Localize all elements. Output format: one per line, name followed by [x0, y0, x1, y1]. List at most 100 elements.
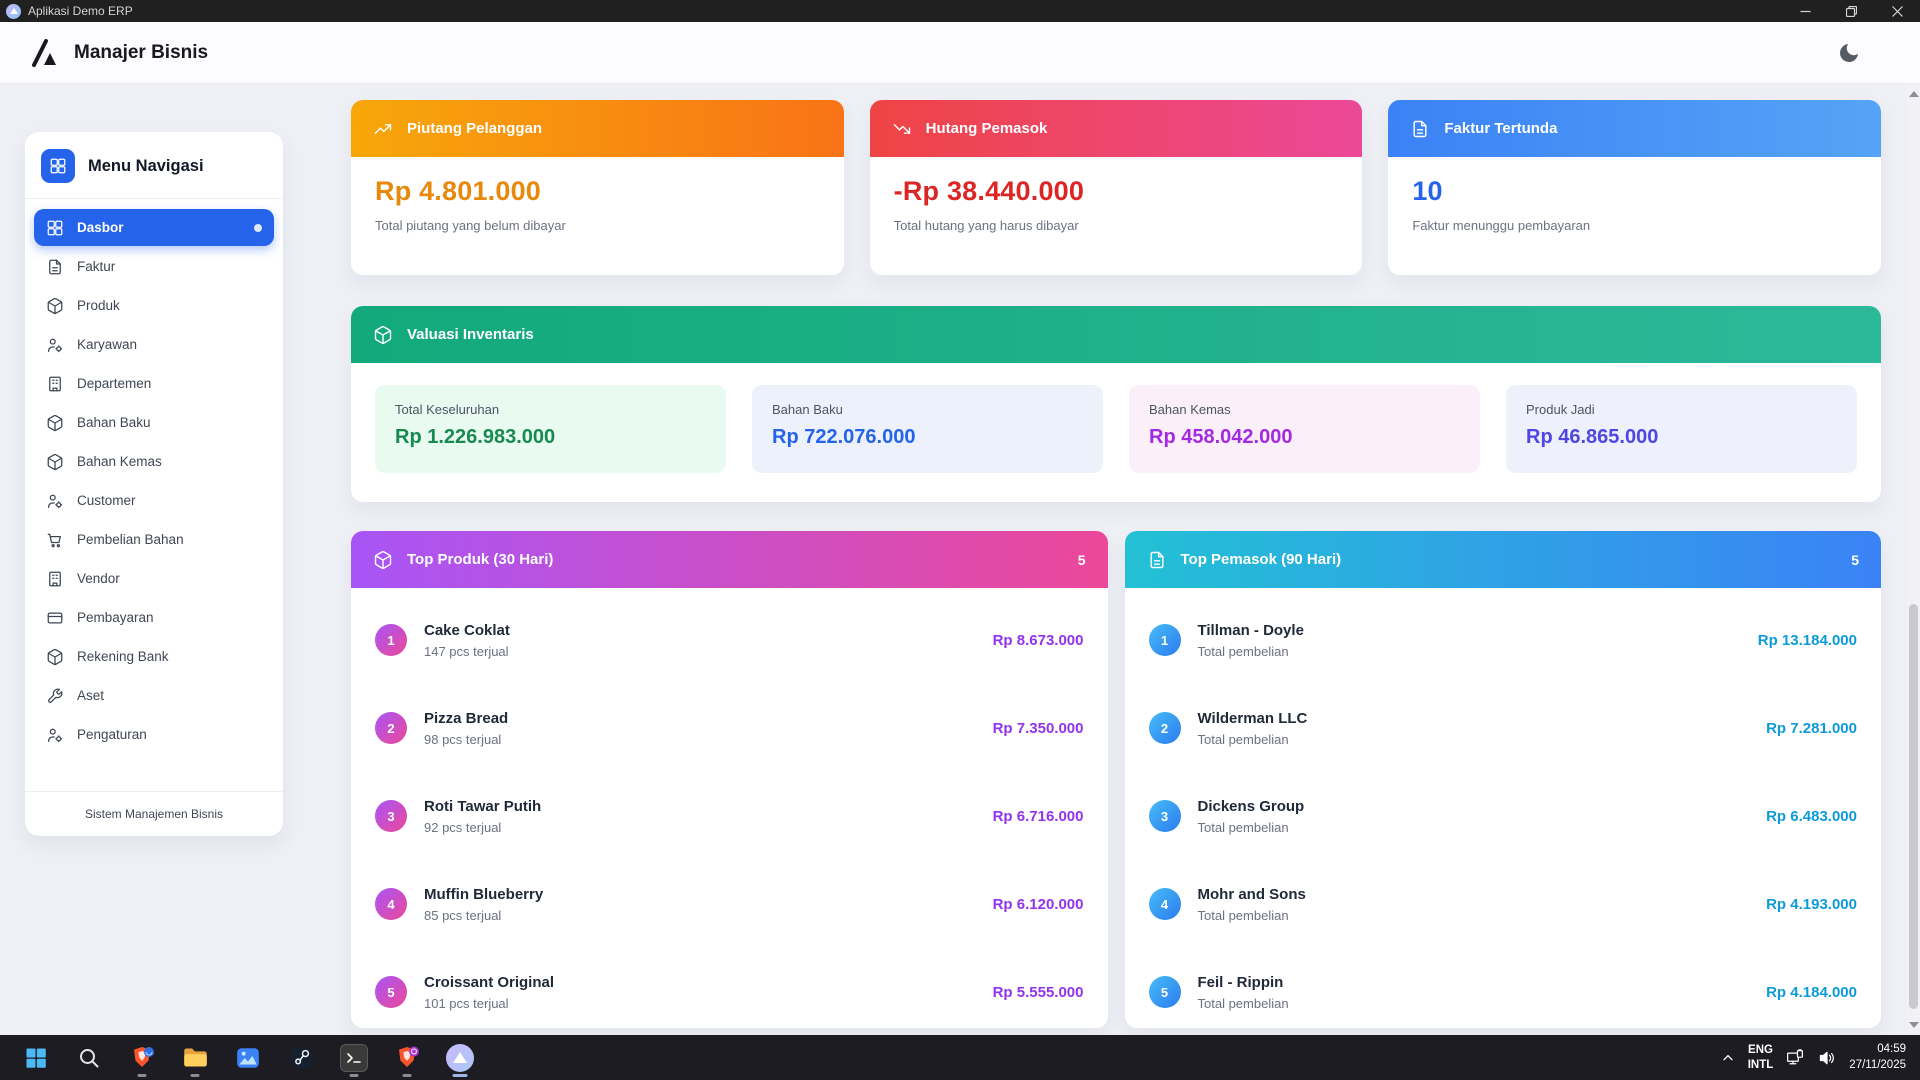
- count-badge: 5: [1851, 551, 1859, 568]
- browser-brave-beta-button[interactable]: [387, 1038, 427, 1078]
- sidebar: Menu Navigasi Dasbor Faktur Produk Karya…: [25, 132, 283, 836]
- sidebar-item-karyawan[interactable]: Karyawan: [34, 326, 274, 363]
- card-hutang-pemasok: Hutang Pemasok -Rp 38.440.000 Total huta…: [869, 100, 1363, 275]
- list-item: 1 Tillman - Doyle Total pembelian Rp 13.…: [1148, 596, 1857, 684]
- network-icon[interactable]: [1785, 1048, 1805, 1067]
- product-sub: 85 pcs terjual: [424, 907, 502, 923]
- rank-badge: 4: [1148, 888, 1181, 920]
- product-amount: Rp 8.673.000: [992, 631, 1084, 649]
- sidebar-item-bahan-kemas[interactable]: Bahan Kemas: [34, 443, 274, 480]
- rank-badge: 2: [1148, 712, 1181, 744]
- scroll-down-arrow-icon[interactable]: [1908, 1022, 1919, 1028]
- product-amount: Rp 5.555.000: [992, 983, 1084, 1001]
- scroll-up-arrow-icon[interactable]: [1908, 91, 1919, 97]
- close-button[interactable]: [1874, 0, 1920, 22]
- sidebar-item-departemen[interactable]: Departemen: [34, 365, 274, 402]
- box-icon: [46, 414, 64, 432]
- search-button[interactable]: [69, 1038, 109, 1078]
- rank-badge: 3: [375, 800, 407, 832]
- sidebar-item-faktur[interactable]: Faktur: [34, 248, 274, 285]
- product-name: Roti Tawar Putih: [424, 797, 542, 815]
- tray-chevron-up-icon[interactable]: [1720, 1050, 1736, 1066]
- sidebar-item-label: Aset: [77, 688, 105, 703]
- supplier-sub: Total pembelian: [1197, 907, 1289, 923]
- language-indicator[interactable]: ENG INTL: [1747, 1043, 1774, 1071]
- sidebar-item-label: Faktur: [77, 259, 116, 274]
- running-indicator: [349, 1073, 359, 1077]
- building-icon: [46, 570, 64, 588]
- card-header: Top Pemasok (90 Hari) 5: [1124, 531, 1881, 588]
- card-header: Top Produk (30 Hari) 5: [351, 531, 1108, 588]
- card-header: Faktur Tertunda: [1388, 100, 1882, 157]
- restore-button[interactable]: [1828, 0, 1874, 22]
- dark-mode-toggle[interactable]: [1834, 38, 1864, 68]
- tray-time: 04:59: [1877, 1042, 1906, 1055]
- start-button[interactable]: [16, 1038, 56, 1078]
- card-faktur-tertunda: Faktur Tertunda 10 Faktur menunggu pemba…: [1388, 100, 1882, 275]
- card-header: Hutang Pemasok: [869, 100, 1363, 157]
- inventory-item-bahan-kemas: Bahan Kemas Rp 458.042.000: [1129, 385, 1480, 473]
- window-app-icon: [6, 3, 21, 19]
- app-logo-icon: [30, 38, 60, 67]
- card-subtitle: Total hutang yang harus dibayar: [893, 218, 1079, 233]
- sidebar-item-pembelian-bahan[interactable]: Pembelian Bahan: [34, 521, 274, 558]
- list-item: 3 Dickens Group Total pembelian Rp 6.483…: [1148, 772, 1857, 860]
- terminal-icon: [340, 1043, 368, 1072]
- menu-icon: [41, 149, 75, 183]
- erp-app-icon: [446, 1043, 474, 1072]
- clock[interactable]: 04:59 27/11/2025: [1849, 1042, 1906, 1073]
- running-indicator: [402, 1073, 412, 1077]
- sidebar-item-dasbor[interactable]: Dasbor: [34, 209, 274, 246]
- browser-brave-button[interactable]: [122, 1038, 162, 1078]
- card-value: Rp 4.801.000: [375, 176, 542, 206]
- card-top-pemasok: Top Pemasok (90 Hari) 5 1 Tillman - Doyl…: [1124, 531, 1881, 1028]
- photos-button[interactable]: [228, 1038, 268, 1078]
- running-indicator-active: [452, 1073, 468, 1077]
- inventory-item-total: Total Keseluruhan Rp 1.226.983.000: [375, 385, 726, 473]
- main-content: Piutang Pelanggan Rp 4.801.000 Total piu…: [351, 84, 1882, 1035]
- erp-app-button[interactable]: [440, 1038, 480, 1078]
- file-explorer-button[interactable]: [175, 1038, 215, 1078]
- speaker-icon[interactable]: [1817, 1049, 1837, 1067]
- product-name: Croissant Original: [424, 973, 555, 991]
- supplier-amount: Rp 6.483.000: [1766, 807, 1857, 825]
- credit-card-icon: [46, 609, 64, 627]
- sidebar-item-pembayaran[interactable]: Pembayaran: [34, 599, 274, 636]
- file-explorer-icon: [183, 1048, 207, 1067]
- product-name: Pizza Bread: [424, 709, 509, 727]
- sidebar-menu: Dasbor Faktur Produk Karyawan Departemen: [25, 199, 283, 791]
- supplier-name: Mohr and Sons: [1197, 885, 1306, 903]
- list-item: 1 Cake Coklat 147 pcs terjual Rp 8.673.0…: [375, 596, 1084, 684]
- tray-date: 27/11/2025: [1849, 1058, 1906, 1071]
- scrollbar[interactable]: [1907, 84, 1920, 1035]
- card-title: Faktur Tertunda: [1444, 120, 1558, 137]
- sidebar-item-rekening-bank[interactable]: Rekening Bank: [34, 638, 274, 675]
- list-item: 2 Wilderman LLC Total pembelian Rp 7.281…: [1148, 684, 1857, 772]
- terminal-button[interactable]: [334, 1038, 374, 1078]
- sidebar-item-bahan-baku[interactable]: Bahan Baku: [34, 404, 274, 441]
- box-icon: [46, 453, 64, 471]
- inventory-label: Bahan Baku: [772, 402, 843, 417]
- sidebar-item-label: Produk: [77, 298, 120, 313]
- inventory-item-bahan-baku: Bahan Baku Rp 722.076.000: [752, 385, 1103, 473]
- grid-icon: [46, 219, 64, 237]
- sidebar-item-pengaturan[interactable]: Pengaturan: [34, 716, 274, 753]
- rank-badge: 5: [1148, 976, 1181, 1008]
- sidebar-item-aset[interactable]: Aset: [34, 677, 274, 714]
- minimize-button[interactable]: [1782, 0, 1828, 22]
- sidebar-item-produk[interactable]: Produk: [34, 287, 274, 324]
- box-icon: [46, 297, 64, 315]
- window-titlebar: Aplikasi Demo ERP: [0, 0, 1920, 22]
- trending-up-icon: [373, 119, 393, 139]
- sidebar-item-vendor[interactable]: Vendor: [34, 560, 274, 597]
- sidebar-title: Menu Navigasi: [88, 156, 204, 175]
- sidebar-item-customer[interactable]: Customer: [34, 482, 274, 519]
- steam-button[interactable]: [281, 1038, 321, 1078]
- scrollbar-thumb[interactable]: [1909, 604, 1918, 1009]
- inventory-items: Total Keseluruhan Rp 1.226.983.000 Bahan…: [351, 363, 1881, 495]
- list-item: 5 Croissant Original 101 pcs terjual Rp …: [375, 948, 1084, 1028]
- inventory-value: Rp 722.076.000: [772, 426, 916, 448]
- brave-icon: [133, 1047, 154, 1067]
- workspace: Menu Navigasi Dasbor Faktur Produk Karya…: [0, 84, 1920, 1035]
- card-title: Hutang Pemasok: [925, 120, 1048, 137]
